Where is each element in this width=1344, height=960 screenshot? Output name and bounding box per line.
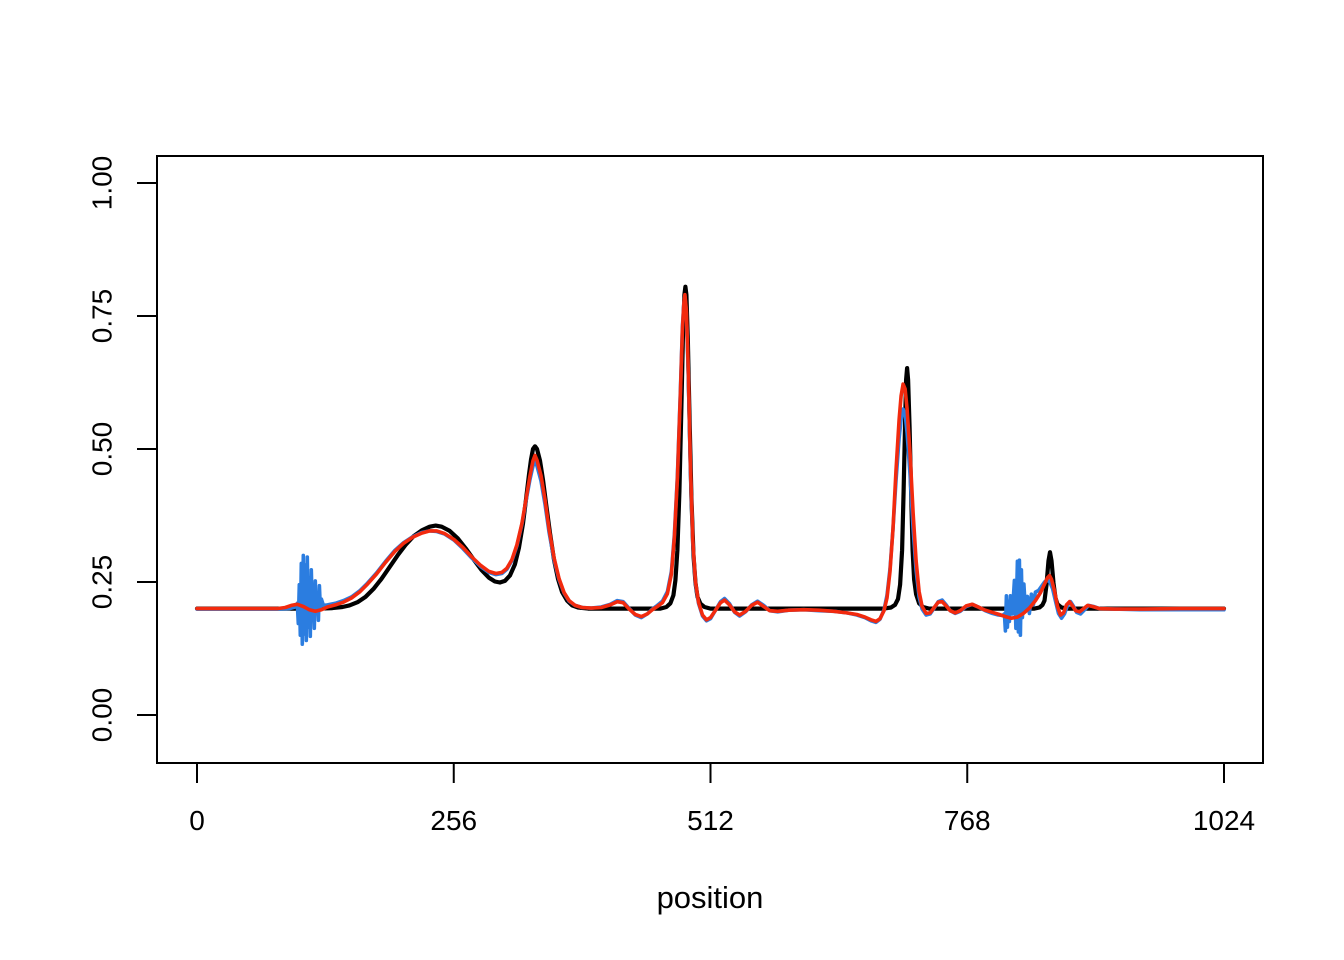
x-axis-tick-label: 768 <box>944 805 991 836</box>
y-axis-tick-label: 0.25 <box>87 555 118 610</box>
y-axis-tick-label: 1.00 <box>87 156 118 211</box>
series-line-red <box>195 292 1226 624</box>
plot-border <box>156 155 1264 764</box>
x-axis-tick-label: 512 <box>687 805 734 836</box>
y-axis-tick-label: 0.75 <box>87 289 118 344</box>
x-axis-label: position <box>656 880 764 915</box>
x-axis-tick-label: 256 <box>430 805 477 836</box>
x-axis-tick-label: 0 <box>189 805 205 836</box>
x-axis-tick-label: 1024 <box>1193 805 1255 836</box>
y-axis-tick-label: 0.00 <box>87 688 118 743</box>
series-line-black <box>194 284 1227 611</box>
y-axis-tick-label: 0.50 <box>87 422 118 477</box>
series-line-blue <box>195 294 1226 646</box>
